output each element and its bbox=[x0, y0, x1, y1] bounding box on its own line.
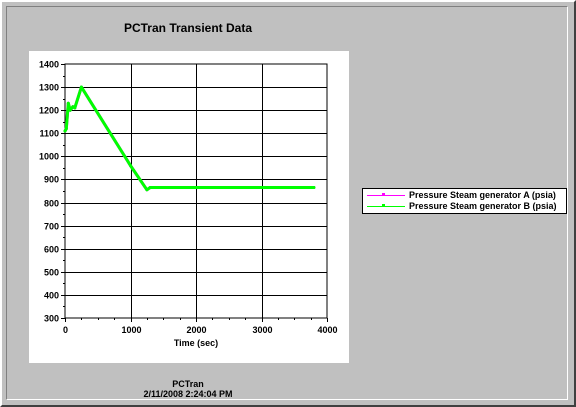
grid-layer bbox=[64, 63, 328, 319]
y-tick-label: 1200 bbox=[39, 106, 59, 116]
y-tick-label: 500 bbox=[44, 268, 59, 278]
data-point-sg-b bbox=[68, 108, 72, 112]
data-point-sg-b bbox=[66, 101, 70, 105]
data-point-sg-b bbox=[129, 164, 132, 168]
data-point-sg-b bbox=[145, 188, 149, 192]
legend-marker-sg-a bbox=[382, 193, 385, 196]
plot-panel: 300 400 500 600 700 800 900 1000 1100 1200 1300 140… bbox=[29, 51, 349, 363]
series-line-sg-a bbox=[63, 85, 316, 192]
legend-swatch-sg-a bbox=[367, 195, 405, 196]
data-point-sg-b bbox=[63, 129, 67, 133]
label-layer: 300 400 500 600 700 800 900 1000 1100 1200 1300 140… bbox=[39, 60, 338, 349]
legend-item-sg-b: Pressure Steam generator B (psia) bbox=[363, 201, 566, 212]
legend-label-sg-b: Pressure Steam generator B (psia) bbox=[409, 201, 557, 211]
tick-layer bbox=[61, 64, 328, 322]
chart-footer: PCTran 2/11/2008 2:24:04 PM bbox=[7, 379, 369, 399]
x-tick-label: 2000 bbox=[186, 325, 206, 335]
legend-label-sg-a: Pressure Steam generator A (psia) bbox=[409, 190, 556, 200]
y-tick-label: 400 bbox=[44, 291, 59, 301]
series-layer bbox=[63, 85, 316, 192]
chart-title: PCTran Transient Data bbox=[123, 21, 253, 35]
x-tick-label: 1000 bbox=[121, 325, 141, 335]
y-tick-label: 900 bbox=[44, 175, 59, 185]
chart-frame: PCTran Transient Data 300 400 500 600 700 800… bbox=[6, 6, 568, 400]
data-point-sg-b bbox=[79, 85, 83, 89]
data-point-sg-b bbox=[148, 186, 152, 189]
x-tick-label: 4000 bbox=[317, 325, 337, 335]
chart-legend: Pressure Steam generator A (psia) Pressu… bbox=[362, 188, 567, 214]
y-tick-label: 300 bbox=[44, 314, 59, 324]
data-point-sg-b bbox=[64, 127, 68, 131]
x-tick-label: 3000 bbox=[252, 325, 272, 335]
legend-swatch-sg-b bbox=[367, 206, 405, 207]
x-axis-label: Time (sec) bbox=[174, 338, 218, 348]
data-point-sg-b bbox=[312, 186, 316, 189]
data-point-sg-b bbox=[73, 106, 77, 110]
x-tick-label: 0 bbox=[63, 325, 68, 335]
y-tick-label: 800 bbox=[44, 199, 59, 209]
y-tick-label: 700 bbox=[44, 222, 59, 232]
footer-app-name: PCTran bbox=[172, 379, 204, 389]
footer-timestamp: 2/11/2008 2:24:04 PM bbox=[143, 389, 233, 399]
y-tick-label: 1400 bbox=[39, 60, 59, 70]
legend-marker-sg-b bbox=[382, 204, 385, 207]
line-chart: 300 400 500 600 700 800 900 1000 1100 1200 1300 140… bbox=[39, 60, 338, 349]
y-tick-label: 1000 bbox=[39, 152, 59, 162]
legend-item-sg-a: Pressure Steam generator A (psia) bbox=[363, 190, 566, 201]
series-line-sg-b bbox=[63, 85, 316, 192]
y-tick-label: 1300 bbox=[39, 83, 59, 93]
y-tick-label: 1100 bbox=[39, 129, 59, 139]
y-tick-label: 600 bbox=[44, 245, 59, 255]
